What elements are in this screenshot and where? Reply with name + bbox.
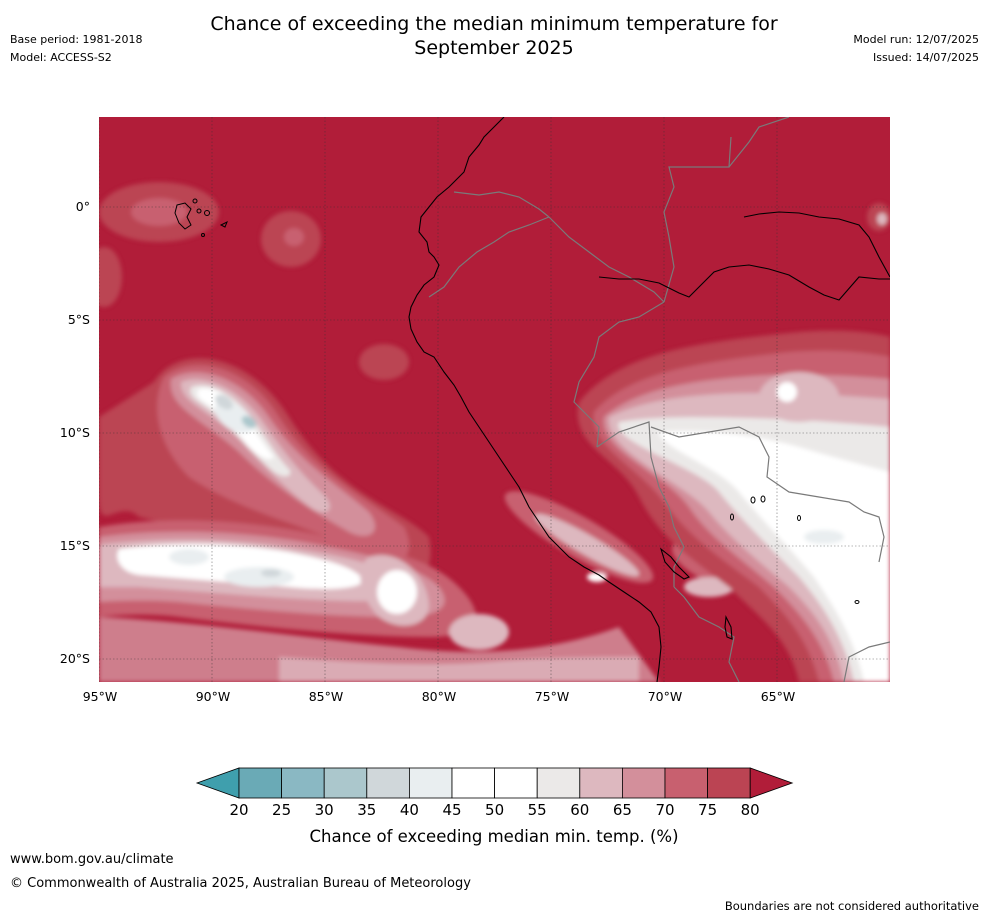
lat-label-0: 0°: [75, 199, 90, 214]
inland-lakes: [730, 495, 860, 604]
footer-url[interactable]: www.bom.gov.au/climate: [10, 852, 174, 867]
colorbar: [195, 767, 794, 799]
colorbar-segment: [366, 767, 410, 799]
colorbar-segment: [664, 767, 708, 799]
contour-south-40c: [261, 569, 281, 577]
contour-bottom-60: [279, 657, 639, 682]
border-chile-bolivia: [673, 586, 740, 682]
colorbar-tick-label: 25: [272, 801, 292, 819]
contour-coast-60: [534, 513, 640, 577]
colorbar-tick-label: 20: [229, 801, 249, 819]
contour-east-50: [659, 431, 890, 682]
contour-east-spot: [777, 382, 797, 402]
graticule: [99, 117, 890, 682]
model-run: Model run: 12/07/2025: [853, 33, 979, 46]
lon-label-70w: 70°W: [647, 689, 683, 704]
contour-south-blob-50: [377, 570, 417, 614]
contour-coast-spot: [587, 572, 607, 582]
lon-label-85w: 85°W: [308, 689, 344, 704]
contour-east-40: [804, 530, 844, 544]
model-name: Model: ACCESS-S2: [10, 51, 112, 64]
lat-label-10s: 10°S: [59, 425, 90, 440]
colorbar-tick-label: 65: [612, 801, 632, 819]
colorbar-high-extension: [749, 767, 794, 799]
border-peru-bolivia: [596, 421, 685, 587]
border-venezuela: [728, 117, 790, 168]
colorbar-segment: [323, 767, 368, 799]
map-panel: [99, 117, 890, 682]
colorbar-segment: [281, 767, 325, 799]
contour-lake-60: [684, 577, 734, 597]
map-title: Chance of exceeding the median minimum t…: [0, 12, 988, 60]
country-borders: [428, 117, 890, 682]
colorbar-tick-label: 70: [655, 801, 675, 819]
border-ecuador-peru: [428, 216, 550, 298]
footer-copyright: © Commonwealth of Australia 2025, Austra…: [10, 876, 471, 891]
galapagos-islands: [174, 198, 228, 237]
border-colombia-peru: [548, 216, 665, 303]
coastline-west-south-america: [408, 117, 662, 682]
meta-left: Base period: 1981-2018 Model: ACCESS-S2: [10, 31, 142, 67]
lon-label-90w: 90°W: [195, 689, 231, 704]
contour-west-blob-70: [284, 228, 304, 246]
colorbar-segment: [408, 767, 453, 799]
contour-south-40b: [224, 567, 294, 587]
lon-label-95w: 95°W: [82, 689, 118, 704]
lon-label-80w: 80°W: [421, 689, 457, 704]
colorbar-label: Chance of exceeding median min. temp. (%…: [309, 827, 679, 846]
colorbar-tick-label: 45: [442, 801, 462, 819]
contour-south-40a: [169, 549, 209, 565]
colorbar-segment: [451, 767, 495, 799]
border-bolivia-paraguay: [843, 641, 890, 682]
border-colombia-brazil: [663, 136, 732, 303]
contour-diag-30: [241, 415, 257, 429]
colorbar-tick-label: 55: [527, 801, 547, 819]
base-period: Base period: 1981-2018: [10, 33, 143, 46]
border-colombia-ecuador: [453, 191, 550, 218]
colorbar-tick-label: 40: [399, 801, 419, 819]
colorbar-tick-label: 80: [740, 801, 760, 819]
colorbar-segment: [579, 767, 623, 799]
contour-south-blob2-60: [449, 614, 509, 650]
lon-label-65w: 65°W: [760, 689, 796, 704]
lat-label-15s: 15°S: [59, 538, 90, 553]
lat-label-5s: 5°S: [67, 312, 90, 327]
contour-diag-40: [214, 401, 254, 433]
coastline-caribbean: [743, 211, 890, 278]
lon-label-75w: 75°W: [534, 689, 570, 704]
colorbar-tick-label: 35: [357, 801, 377, 819]
lake-titicaca: [659, 547, 690, 580]
colorbar-segment: [536, 767, 581, 799]
border-bolivia-brazil: [650, 426, 885, 563]
colorbar-segment: [707, 767, 751, 799]
colorbar-segment: [621, 767, 666, 799]
contour-galapagos-70: [131, 198, 187, 226]
colorbar-tick-label: 75: [698, 801, 718, 819]
title-line-1: Chance of exceeding the median minimum t…: [210, 13, 778, 35]
contour-diag-35: [215, 394, 233, 410]
colorbar-segment: [238, 767, 282, 799]
contour-east-55b: [759, 372, 839, 422]
colorbar-low-extension: [195, 767, 240, 799]
coastline-amazon-north: [598, 264, 890, 301]
contour-offshore-75: [359, 344, 409, 380]
contour-west-edge-75: [99, 247, 122, 307]
colorbar-tick-label: 30: [314, 801, 334, 819]
contour-east-edge-60: [877, 213, 887, 225]
colorbar-tick-label: 50: [485, 801, 505, 819]
lake-poopo: [724, 615, 733, 640]
issued-date: Issued: 14/07/2025: [872, 51, 979, 64]
meta-right: Model run: 12/07/2025 Issued: 14/07/2025: [853, 31, 979, 67]
colorbar-tick-label: 60: [570, 801, 590, 819]
colorbar-segment: [494, 767, 538, 799]
coastlines: [408, 117, 890, 682]
footer-disclaimer: Boundaries are not considered authoritat…: [724, 899, 979, 913]
lat-label-20s: 20°S: [59, 651, 90, 666]
border-peru-brazil: [573, 301, 665, 448]
title-line-2: September 2025: [414, 37, 574, 59]
